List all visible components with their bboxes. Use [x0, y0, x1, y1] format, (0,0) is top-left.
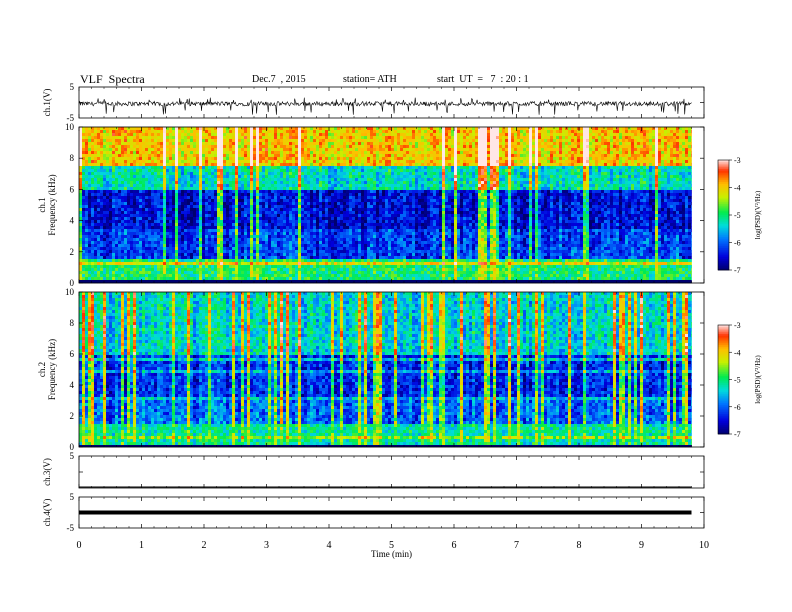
ch2-spectrogram-ytick-label: 6 [70, 349, 75, 359]
ch1-spectrogram-ytick-label: 0 [70, 278, 75, 288]
ch2-spectrogram-ytick-label: 8 [70, 318, 75, 328]
ch1-spectrogram-ylabel: Frequency (kHz) [47, 174, 57, 235]
ch1-spectrogram-colorbar-tick-label: -7 [734, 266, 741, 275]
ch1-spectrogram-colorbar-tick-label: -3 [734, 156, 741, 165]
ch2-spectrogram-colorbar-tick-label: -6 [734, 403, 741, 412]
ch2-spectrogram-colorbar-tick-label: -7 [734, 430, 741, 439]
ch1-spectrogram-colorbar-tick-label: -5 [734, 211, 741, 220]
x-tick-label: 7 [514, 540, 519, 551]
ch1-spectrogram-ylabel: ch.1 [37, 197, 47, 212]
ch2-spectrogram-ytick-label: 2 [70, 411, 75, 421]
ch4-waveform-ytick-label: -5 [67, 523, 75, 533]
x-tick-label: 5 [389, 540, 394, 551]
ch1-spectrogram-ytick-label: 2 [70, 247, 75, 257]
ch3-waveform-ylabel: ch.3(V) [42, 458, 52, 486]
ch1-spectrogram-colorbar-label: log(PSD)(V²/Hz) [754, 190, 762, 239]
start-time-label: start UT = 7 : 20 : 1 [437, 74, 529, 85]
x-tick-label: 9 [639, 540, 644, 551]
ch1-waveform-ytick-label: -5 [67, 113, 75, 123]
ch3-waveform-ytick-label: 5 [70, 451, 75, 461]
ch2-spectrogram-ytick-label: 10 [65, 287, 75, 297]
ch2-spectrogram-ytick-label: 4 [70, 380, 75, 390]
ch1-waveform-trace [78, 97, 692, 115]
ch1-spectrogram-ytick-label: 4 [70, 216, 75, 226]
x-tick-label: 6 [452, 540, 457, 551]
ch1-waveform-ylabel: ch.1(V) [42, 89, 52, 117]
x-axis-label: Time (min) [371, 549, 412, 559]
ch2-spectrogram-colorbar [718, 325, 729, 435]
ch2-spectrogram-ytick-label: 0 [70, 442, 75, 452]
date-label: Dec.7 , 2015 [252, 74, 306, 85]
ch4-waveform-ylabel: ch.4(V) [42, 499, 52, 527]
x-tick-label: 4 [327, 540, 332, 551]
ch2-spectrogram-colorbar-tick-label: -5 [734, 376, 741, 385]
ch2-spectrogram-colorbar-tick-label: -3 [734, 321, 741, 330]
ch1-spectrogram-colorbar [718, 160, 729, 271]
x-tick-label: 1 [139, 540, 144, 551]
ch2-spectrogram-colorbar-tick-label: -4 [734, 348, 741, 357]
ch1-spectrogram-colorbar-tick-label: -4 [734, 184, 741, 193]
ch1-spectrogram-ytick-label: 10 [65, 122, 75, 132]
ch1-waveform-ytick-label: 5 [70, 82, 75, 92]
ch1-spectrogram-ytick-label: 8 [70, 153, 75, 163]
x-tick-label: 0 [77, 540, 82, 551]
ch1-spectrogram-ytick-label: 6 [70, 184, 75, 194]
ch1-spectrogram-image [79, 127, 692, 284]
station-label: station= ATH [343, 74, 397, 85]
ch2-spectrogram-image [79, 292, 692, 448]
x-tick-label: 8 [577, 540, 582, 551]
x-tick-label: 10 [699, 540, 709, 551]
x-tick-label: 3 [264, 540, 269, 551]
ch2-spectrogram-ylabel: ch.2 [37, 362, 47, 377]
figure-title: VLF Spectra [80, 72, 145, 87]
ch2-spectrogram-colorbar-label: log(PSD)(V²/Hz) [754, 355, 762, 404]
ch4-waveform-ytick-label: 5 [70, 492, 75, 502]
ch1-spectrogram-colorbar-tick-label: -6 [734, 239, 741, 248]
ch2-spectrogram-ylabel: Frequency (kHz) [47, 339, 57, 400]
x-tick-label: 2 [202, 540, 207, 551]
ch3-waveform-frame [78, 455, 705, 489]
